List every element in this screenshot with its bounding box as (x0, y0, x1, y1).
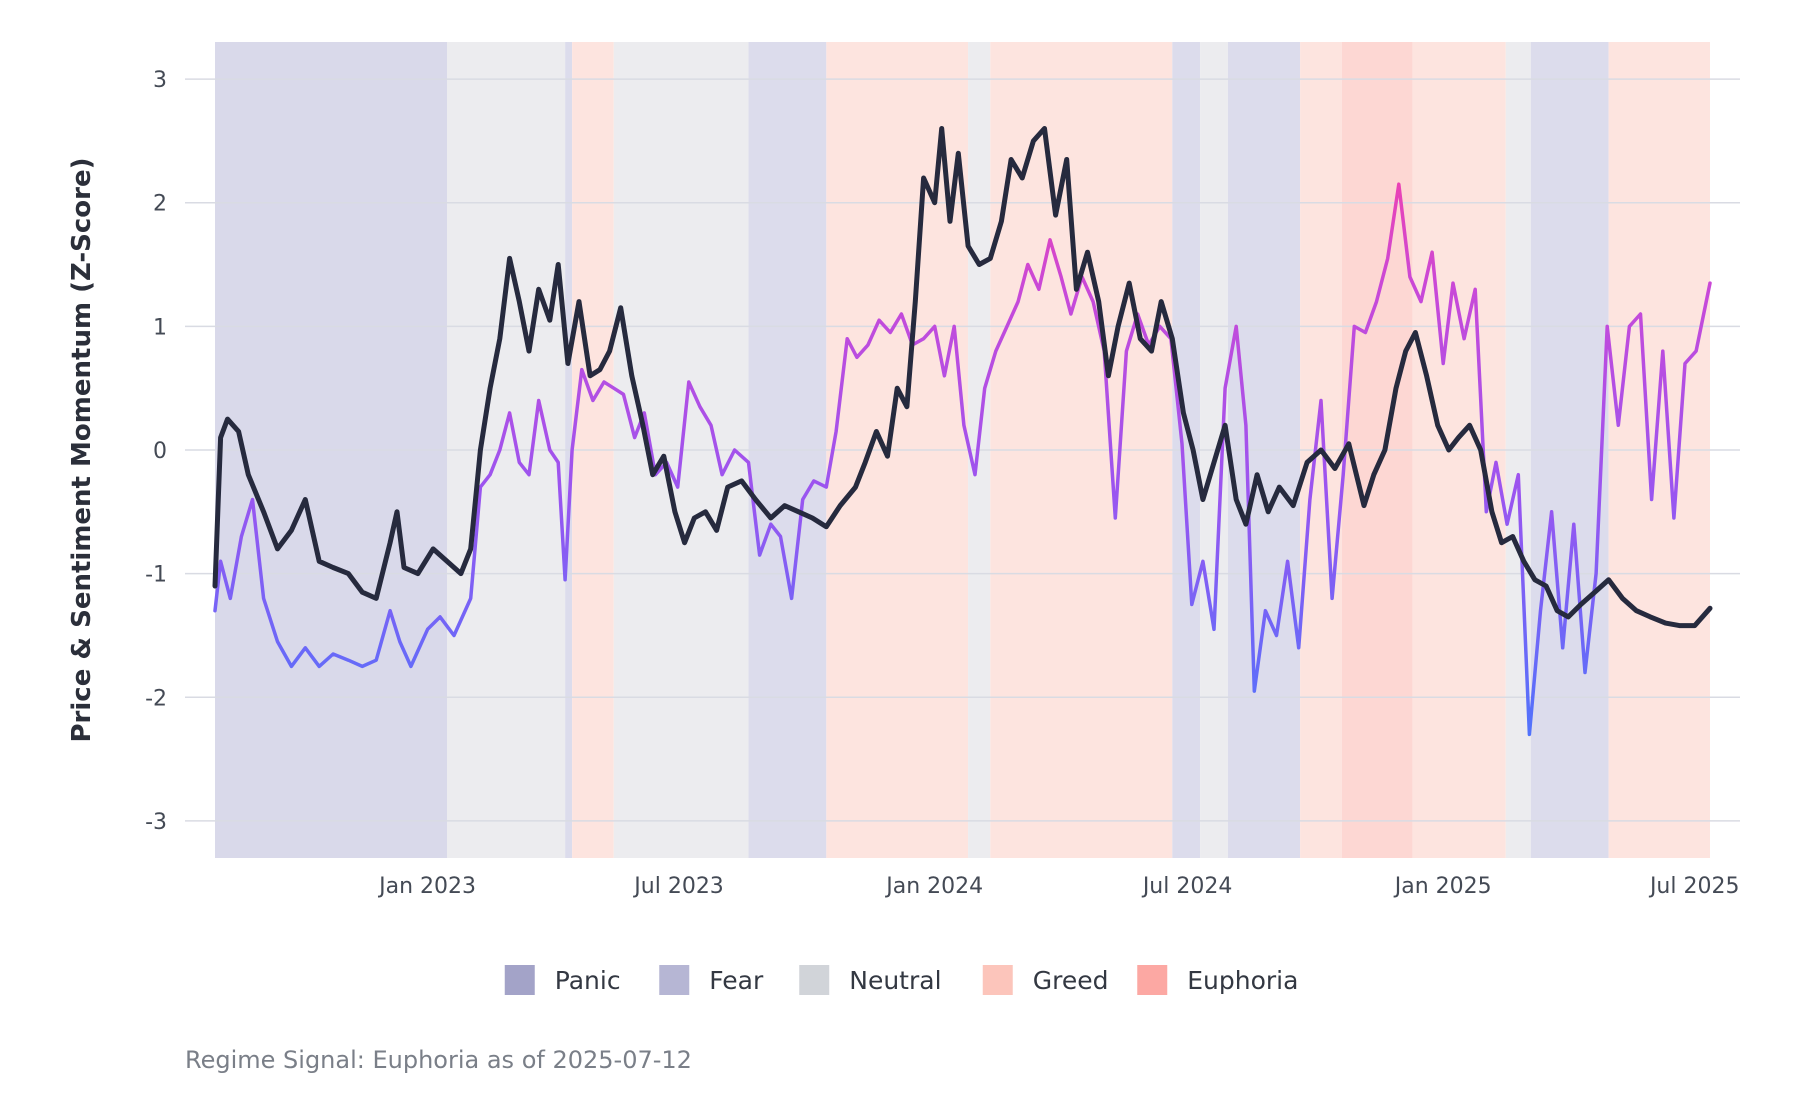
y-tick-label: 1 (153, 315, 167, 340)
y-tick-label: -3 (145, 810, 167, 835)
legend-label-panic: Panic (555, 966, 621, 995)
regime-caption: Regime Signal: Euphoria as of 2025-07-12 (185, 1046, 692, 1074)
series-lines (212, 126, 1713, 737)
x-tick-label: Jan 2023 (377, 874, 476, 899)
legend-label-greed: Greed (1033, 966, 1109, 995)
price-momentum-line (212, 126, 1713, 629)
legend-label-euphoria: Euphoria (1187, 966, 1298, 995)
x-tick-labels: Jan 2023 Jul 2023 Jan 2024 Jul 2024 Jan 2025… (377, 874, 1739, 899)
y-axis-label: Price & Sentiment Momentum (Z-Score) (67, 158, 97, 743)
y-tick-label: -2 (145, 686, 167, 711)
y-tick-label: 2 (153, 192, 167, 217)
x-tick-label: Jul 2025 (1648, 874, 1740, 899)
legend-label-fear: Fear (709, 966, 764, 995)
x-tick-label: Jul 2023 (632, 874, 724, 899)
x-tick-label: Jul 2024 (1141, 874, 1233, 899)
legend-swatch-neutral (799, 965, 830, 995)
y-tick-label: -1 (145, 563, 167, 588)
legend-swatch-greed (982, 965, 1013, 995)
y-tick-label: 3 (153, 68, 167, 93)
legend: Panic Fear Neutral Greed Euphoria (504, 965, 1298, 995)
y-tick-labels: -3 -2 -1 0 1 2 3 (145, 68, 167, 835)
legend-swatch-panic (504, 965, 535, 995)
x-tick-label: Jan 2025 (1393, 874, 1492, 899)
x-tick-label: Jan 2024 (884, 874, 983, 899)
sentiment-momentum-line (213, 182, 1712, 737)
legend-swatch-euphoria (1137, 965, 1168, 995)
legend-label-neutral: Neutral (849, 966, 941, 995)
y-tick-label: 0 (153, 439, 167, 464)
legend-swatch-fear (659, 965, 690, 995)
